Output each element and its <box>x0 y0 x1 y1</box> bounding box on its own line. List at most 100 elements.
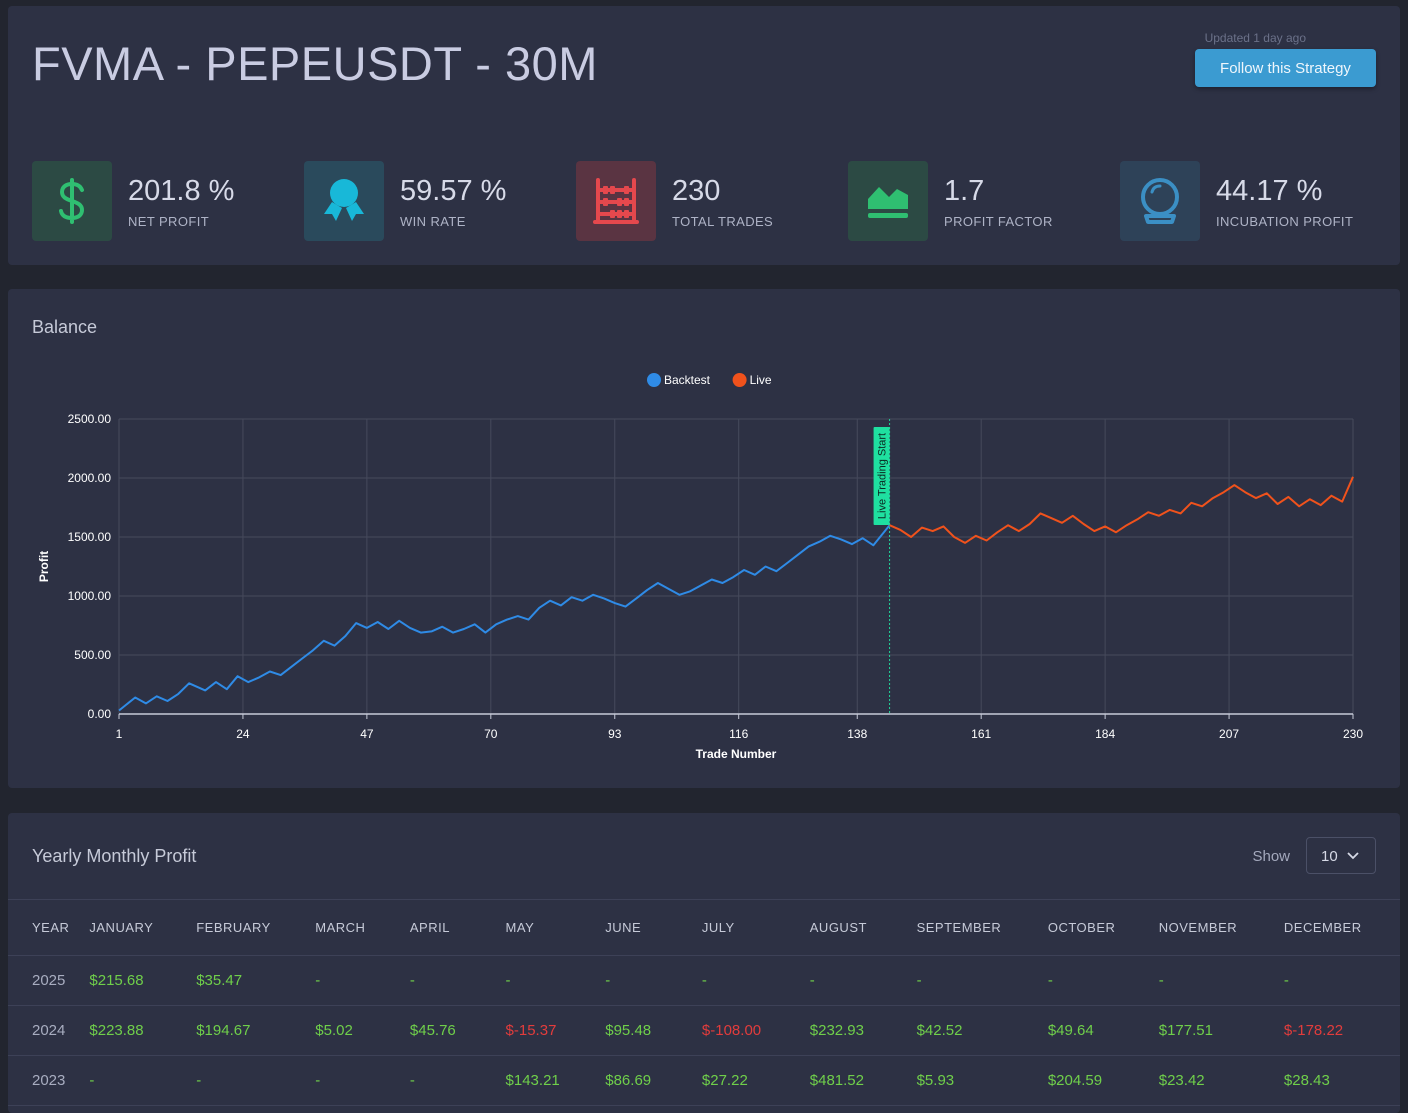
y-tick-label: 500.00 <box>74 648 111 662</box>
profit-cell: - <box>505 955 606 1006</box>
x-tick-label: 93 <box>608 727 622 741</box>
legend-marker <box>732 373 747 387</box>
table-header-row: YEAR JANUARY FEBRUARY MARCH APRIL MAY JUNE JULY… <box>8 899 1400 956</box>
y-axis-title: Profit <box>37 551 51 582</box>
stat-label: TOTAL TRADES <box>672 214 774 229</box>
profit-cell: - <box>1283 955 1400 1006</box>
profit-cell: - <box>89 1055 197 1106</box>
column-header[interactable]: APRIL <box>409 899 506 956</box>
stat-value: 201.8 % <box>128 175 235 207</box>
updated-timestamp: Updated 1 day ago <box>1204 31 1306 45</box>
balance-title: Balance <box>32 317 98 337</box>
column-header[interactable]: JANUARY <box>89 899 197 956</box>
x-tick-label: 230 <box>1343 727 1363 741</box>
rows-per-page-value: 10 <box>1321 848 1338 865</box>
table-row: 2024 $223.88 $194.67 $5.02 $45.76 $-15.37 $95.… <box>8 1005 1400 1056</box>
y-tick-label: 0.00 <box>88 707 112 721</box>
column-header[interactable]: SEPTEMBER <box>916 899 1048 956</box>
profit-cell: $481.52 <box>809 1055 917 1106</box>
x-tick-label: 70 <box>484 727 498 741</box>
profit-cell: - <box>196 1055 316 1106</box>
x-tick-label: 207 <box>1219 727 1239 741</box>
profit-cell: - <box>1158 955 1284 1006</box>
balance-chart: 0.00 500.00 1000.00 1500.00 2000.00 2500.00 1 2… <box>37 373 1363 761</box>
column-header[interactable]: NOVEMBER <box>1158 899 1284 956</box>
series-line-live <box>889 476 1354 544</box>
profit-cell: $194.67 <box>196 1005 316 1056</box>
x-tick-label: 24 <box>236 727 250 741</box>
profit-cell: $86.69 <box>605 1055 702 1106</box>
profit-cell: - <box>809 955 917 1006</box>
y-tick-label: 2000.00 <box>68 471 112 485</box>
rows-per-page-select[interactable]: 10 <box>1306 837 1376 874</box>
stat-label: WIN RATE <box>400 214 466 229</box>
profit-cell: $49.64 <box>1047 1005 1159 1056</box>
follow-strategy-button[interactable]: Follow this Strategy <box>1195 49 1376 87</box>
legend-label: Live <box>750 373 772 387</box>
stat-label: NET PROFIT <box>128 214 210 229</box>
stat-label: PROFIT FACTOR <box>944 214 1053 229</box>
stat-value: 1.7 <box>944 175 985 207</box>
profit-cell: $42.52 <box>916 1005 1048 1056</box>
live-start-annotation-box <box>873 427 890 525</box>
stat-incubation-profit: 44.17 % INCUBATION PROFIT <box>1120 161 1392 241</box>
profit-cell: $95.48 <box>605 1005 702 1056</box>
x-tick-label: 138 <box>847 727 867 741</box>
x-tick-label: 161 <box>971 727 991 741</box>
abacus-icon <box>593 178 639 224</box>
stat-net-profit: 201.8 % NET PROFIT <box>32 161 304 241</box>
stat-value: 230 <box>672 175 721 207</box>
profit-table: YEAR JANUARY FEBRUARY MARCH APRIL MAY JUNE JULY… <box>8 899 1400 1106</box>
profit-cell: - <box>605 955 702 1006</box>
column-header[interactable]: YEAR <box>8 899 90 956</box>
x-axis-title: Trade Number <box>696 747 777 761</box>
column-header[interactable]: AUGUST <box>809 899 917 956</box>
profit-cell: $-178.22 <box>1283 1005 1400 1056</box>
profit-cell: $143.21 <box>505 1055 606 1106</box>
chevron-down-icon <box>1347 852 1359 860</box>
profit-cell: $204.59 <box>1047 1055 1159 1106</box>
stat-icon-box <box>32 161 112 241</box>
profit-cell: - <box>916 955 1048 1006</box>
column-header[interactable]: DECEMBER <box>1283 899 1400 956</box>
award-icon <box>324 179 364 221</box>
column-header[interactable]: JUNE <box>605 899 702 956</box>
profit-cell: $35.47 <box>196 955 316 1006</box>
profit-cell: $5.93 <box>916 1055 1048 1106</box>
y-tick-label: 1500.00 <box>68 530 112 544</box>
stat-icon-box <box>848 161 928 241</box>
profit-cell: $5.02 <box>315 1005 410 1056</box>
profit-cell: $215.68 <box>89 955 197 1006</box>
stat-value: 44.17 % <box>1216 175 1323 207</box>
profit-cell: $223.88 <box>89 1005 197 1056</box>
year-cell: 2023 <box>8 1055 90 1106</box>
stat-value: 59.57 % <box>400 175 507 207</box>
crystal-ball-icon <box>1141 178 1179 224</box>
column-header[interactable]: JULY <box>701 899 810 956</box>
profit-cell: $-15.37 <box>505 1005 606 1056</box>
x-tick-label: 116 <box>729 727 748 741</box>
dollar-icon <box>59 178 85 224</box>
table-row: 2023- - - - $143.21 $86.69 $27.22 $481.52 $5.93 $… <box>8 1055 1400 1106</box>
column-header[interactable]: MAY <box>505 899 606 956</box>
profit-cell: - <box>701 955 810 1006</box>
series-line-backtest <box>118 524 891 712</box>
show-label: Show <box>1252 848 1290 865</box>
balance-card: Balance 0.00 500.00 1000.00 1500.00 2000.00 2… <box>8 289 1400 788</box>
stat-label: INCUBATION PROFIT <box>1216 214 1354 229</box>
column-header[interactable]: OCTOBER <box>1047 899 1159 956</box>
x-tick-label: 184 <box>1095 727 1115 741</box>
x-tick-label: 47 <box>360 727 374 741</box>
profit-cell: $232.93 <box>809 1005 917 1056</box>
stat-icon-box <box>304 161 384 241</box>
profit-table-title: Yearly Monthly Profit <box>32 846 197 866</box>
profit-cell: $-108.00 <box>701 1005 810 1056</box>
stat-icon-box <box>576 161 656 241</box>
x-tick-label: 1 <box>116 727 123 741</box>
table-row: 2025 $215.68 $35.47- - - - - - - - - - <box>8 955 1400 1006</box>
profit-cell: $177.51 <box>1158 1005 1284 1056</box>
profit-cell: - <box>315 955 410 1006</box>
column-header[interactable]: MARCH <box>315 899 410 956</box>
y-tick-label: 2500.00 <box>68 412 112 426</box>
column-header[interactable]: FEBRUARY <box>196 899 316 956</box>
